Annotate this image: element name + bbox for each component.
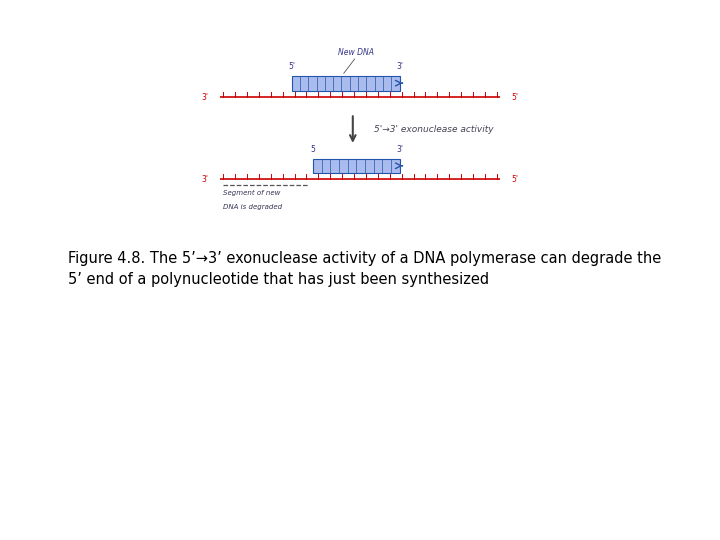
Text: 3': 3' xyxy=(396,145,403,154)
Bar xyxy=(292,76,400,91)
Text: 5'→3' exonuclease activity: 5'→3' exonuclease activity xyxy=(374,125,494,134)
Text: 5: 5 xyxy=(311,145,315,154)
Text: 3': 3' xyxy=(396,62,403,71)
Text: 3': 3' xyxy=(202,175,209,184)
Text: New DNA: New DNA xyxy=(338,48,374,57)
Text: Segment of new: Segment of new xyxy=(223,190,281,196)
Text: Figure 4.8. The 5’→3’ exonuclease activity of a DNA polymerase can degrade the
5: Figure 4.8. The 5’→3’ exonuclease activi… xyxy=(68,251,662,287)
Text: 3': 3' xyxy=(202,93,209,102)
Text: DNA is degraded: DNA is degraded xyxy=(223,204,282,210)
Text: 5': 5' xyxy=(288,62,295,71)
Text: 5': 5' xyxy=(511,175,518,184)
Bar xyxy=(313,159,400,173)
Text: 5': 5' xyxy=(511,93,518,102)
